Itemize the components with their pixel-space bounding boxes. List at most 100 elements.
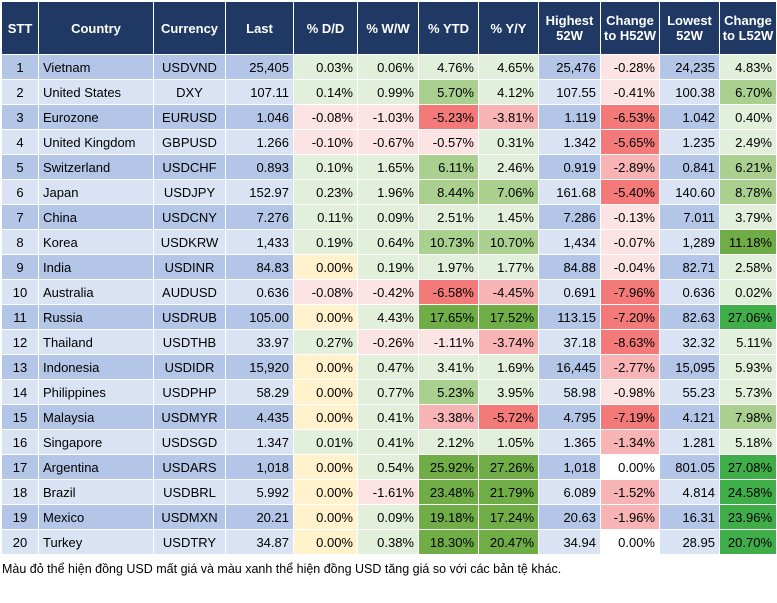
cell-high52: 0.919 [538,154,601,180]
cell-ytd: 5.70% [418,79,479,105]
cell-change-h52: -0.04% [600,254,660,280]
cell-stt: 7 [1,204,39,230]
cell-low52: 4.121 [659,404,720,430]
header-ytd: % YTD [418,1,479,55]
fx-table: STT Country Currency Last % D/D % W/W % … [1,1,777,555]
cell-yy: 7.06% [478,179,539,205]
table-row: 13 Indonesia USDIDR 15,920 0.00% 0.47% 3.41% 1.… [1,354,777,380]
cell-low52: 32.32 [659,329,720,355]
cell-change-h52: -0.07% [600,229,660,255]
cell-ytd: 23.48% [418,479,479,505]
cell-low52: 1,289 [659,229,720,255]
cell-currency: USDARS [153,454,226,480]
cell-stt: 18 [1,479,39,505]
cell-last: 0.636 [225,279,294,305]
cell-stt: 6 [1,179,39,205]
cell-ww: 0.77% [357,379,419,405]
cell-yy: -4.45% [478,279,539,305]
cell-stt: 13 [1,354,39,380]
cell-yy: 2.46% [478,154,539,180]
cell-last: 20.21 [225,504,294,530]
cell-currency: USDMYR [153,404,226,430]
table-row: 2 United States DXY 107.11 0.14% 0.99% 5.70% 4.… [1,79,777,105]
cell-yy: 1.77% [478,254,539,280]
cell-last: 1.266 [225,129,294,155]
cell-dd: 0.00% [293,529,358,555]
cell-country: China [38,204,154,230]
header-currency: Currency [153,1,226,55]
cell-ww: -0.26% [357,329,419,355]
cell-last: 0.893 [225,154,294,180]
cell-yy: -3.81% [478,104,539,130]
cell-low52: 0.841 [659,154,720,180]
cell-change-l52: 6.70% [719,79,777,105]
cell-ww: 0.06% [357,54,419,80]
cell-dd: 0.00% [293,379,358,405]
cell-dd: 0.00% [293,479,358,505]
cell-ytd: 6.11% [418,154,479,180]
cell-change-l52: 20.70% [719,529,777,555]
cell-country: Eurozone [38,104,154,130]
cell-yy: 3.95% [478,379,539,405]
cell-high52: 1.119 [538,104,601,130]
cell-ww: 0.47% [357,354,419,380]
cell-low52: 4.814 [659,479,720,505]
cell-low52: 801.05 [659,454,720,480]
cell-stt: 16 [1,429,39,455]
table-row: 10 Australia AUDUSD 0.636 -0.08% -0.42% -6.58%… [1,279,777,305]
header-stt: STT [1,1,39,55]
cell-ytd: -1.11% [418,329,479,355]
cell-change-l52: 8.78% [719,179,777,205]
cell-dd: 0.01% [293,429,358,455]
table-row: 7 China USDCNY 7.276 0.11% 0.09% 2.51% 1.45% 7.2… [1,204,777,230]
cell-country: Philippines [38,379,154,405]
cell-high52: 16,445 [538,354,601,380]
cell-low52: 1.281 [659,429,720,455]
cell-ytd: 10.73% [418,229,479,255]
cell-stt: 2 [1,79,39,105]
cell-last: 1.347 [225,429,294,455]
cell-yy: 4.12% [478,79,539,105]
cell-currency: USDJPY [153,179,226,205]
cell-country: United Kingdom [38,129,154,155]
cell-stt: 9 [1,254,39,280]
cell-change-l52: 27.08% [719,454,777,480]
cell-high52: 20.63 [538,504,601,530]
cell-ww: -0.42% [357,279,419,305]
cell-country: Brazil [38,479,154,505]
cell-ww: 0.64% [357,229,419,255]
cell-last: 4.435 [225,404,294,430]
cell-yy: 10.70% [478,229,539,255]
header-change-l52: Change to L52W [719,1,777,55]
table-row: 11 Russia USDRUB 105.00 0.00% 4.43% 17.65% 17.5… [1,304,777,330]
cell-yy: 21.79% [478,479,539,505]
cell-change-l52: 2.49% [719,129,777,155]
cell-country: Mexico [38,504,154,530]
cell-stt: 3 [1,104,39,130]
cell-change-h52: 0.00% [600,529,660,555]
cell-dd: 0.00% [293,454,358,480]
cell-ytd: 3.41% [418,354,479,380]
cell-dd: -0.10% [293,129,358,155]
cell-yy: 0.31% [478,129,539,155]
cell-currency: USDINR [153,254,226,280]
cell-ww: 0.19% [357,254,419,280]
cell-currency: USDCHF [153,154,226,180]
cell-change-h52: -5.40% [600,179,660,205]
cell-change-l52: 2.58% [719,254,777,280]
cell-ytd: -6.58% [418,279,479,305]
cell-high52: 84.88 [538,254,601,280]
cell-ytd: 8.44% [418,179,479,205]
cell-yy: 20.47% [478,529,539,555]
cell-ytd: -3.38% [418,404,479,430]
cell-country: Turkey [38,529,154,555]
cell-last: 15,920 [225,354,294,380]
cell-currency: USDVND [153,54,226,80]
table-row: 12 Thailand USDTHB 33.97 0.27% -0.26% -1.11% -3… [1,329,777,355]
cell-stt: 4 [1,129,39,155]
cell-last: 34.87 [225,529,294,555]
table-row: 14 Philippines USDPHP 58.29 0.00% 0.77% 5.23% 3… [1,379,777,405]
cell-dd: 0.00% [293,354,358,380]
cell-low52: 15,095 [659,354,720,380]
cell-last: 105.00 [225,304,294,330]
